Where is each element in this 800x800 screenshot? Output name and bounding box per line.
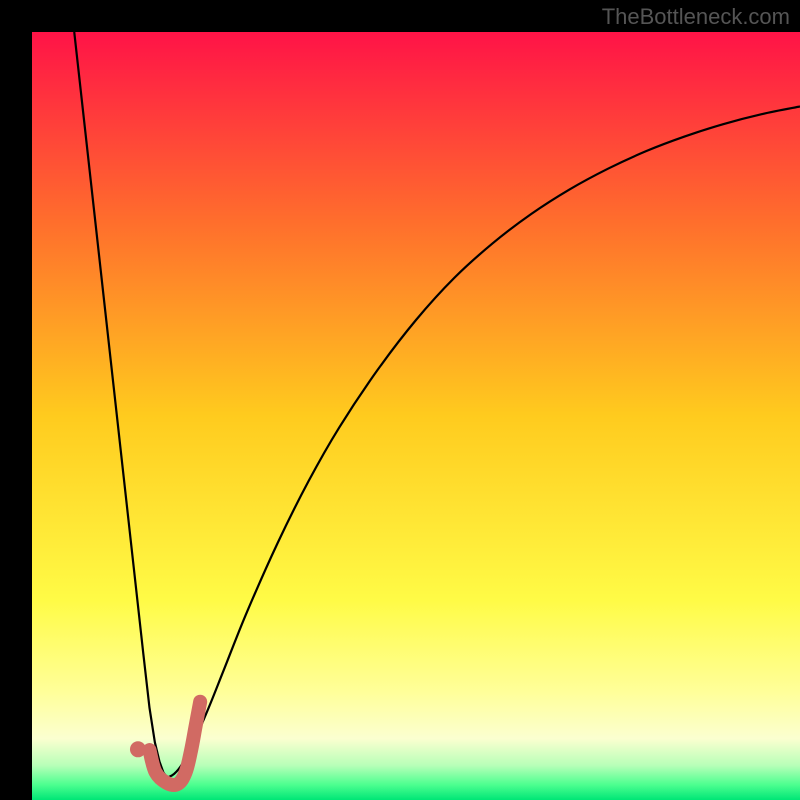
chart-outer-frame: TheBottleneck.com — [0, 0, 800, 800]
bottleneck-curve-chart — [32, 32, 800, 800]
plot-area — [32, 32, 800, 800]
watermark-text: TheBottleneck.com — [602, 4, 790, 30]
marker-dot-icon — [130, 741, 146, 757]
